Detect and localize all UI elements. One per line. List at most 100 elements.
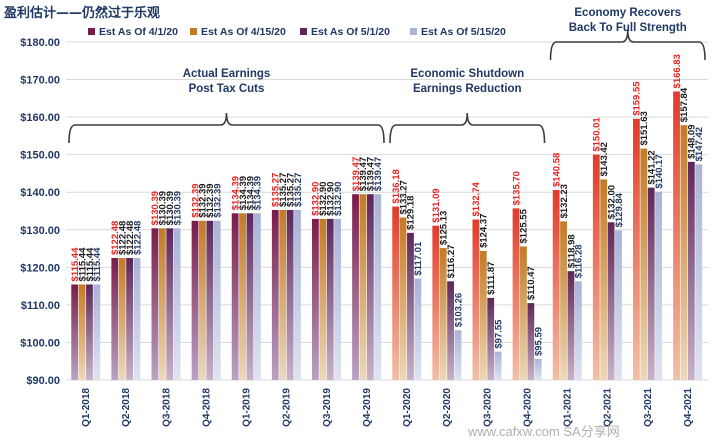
y-tick-label: $100.00 [20,337,60,349]
bar-Q3-2018-series-0 [151,228,159,380]
data-label: $134.39 [253,176,264,210]
bar-Q1-2019-series-2 [246,213,254,380]
data-label: $125.55 [519,208,530,243]
data-label: $134.39 [238,176,249,210]
legend-label: Est As Of 5/15/20 [421,26,506,38]
bar-Q4-2021-series-0 [673,91,680,380]
data-label: $115.44 [85,247,96,282]
annotation-label: Post Tax Cuts [189,83,265,95]
legend-swatch [88,28,95,35]
bar-Q4-2021-series-2 [687,161,695,380]
bar-Q2-2019-series-3 [294,209,301,380]
bar-Q3-2020-series-2 [487,297,495,380]
x-axis: Q1-2018 Q2-2018 Q3-2018 Q4-2018 Q1-2019 Q2-20… [81,388,694,427]
data-label: $140.17 [654,154,665,188]
x-tick-label: Q1-2018 [81,388,92,427]
x-tick-label: Q3-2019 [322,388,333,427]
bar-Q4-2019-series-3 [374,194,382,380]
bar-Q3-2021-series-2 [647,187,655,380]
data-label: $129.18 [406,196,417,230]
bar-Q2-2018-series-2 [126,258,133,380]
data-label: $110.47 [526,266,537,300]
bar-Q4-2018-series-0 [191,220,199,380]
bar-Q2-2018-series-1 [118,258,126,380]
bar-Q4-2020-series-1 [520,246,527,380]
data-label: $135.70 [511,171,522,205]
data-label: $115.44 [92,247,103,282]
y-tick-label: $110.00 [21,300,60,312]
bar-Q2-2021-series-1 [600,179,608,380]
data-label: $130.39 [172,191,183,225]
x-tick-label: Q3-2021 [643,388,654,427]
data-label: $136.18 [391,169,402,203]
legend-label: Est As Of 5/1/20 [311,26,390,38]
data-label: $147.42 [694,127,705,161]
data-label: $133.27 [398,180,409,214]
bar-Q2-2020-series-3 [454,330,462,380]
bar-Q2-2019-series-0 [271,209,279,380]
data-label: $130.39 [158,191,169,225]
data-label: $122.48 [110,221,121,255]
data-label: $122.48 [117,221,128,255]
data-label: $132.39 [198,183,209,217]
data-label: $135.27 [278,173,289,207]
data-label: $111.87 [486,262,497,295]
data-label: $132.39 [205,183,216,217]
data-label: $118.98 [566,234,577,268]
data-label: $132.90 [326,182,337,216]
data-label: $132.39 [213,183,224,217]
x-tick-label: Q1-2021 [563,388,574,427]
bar-Q1-2020-series-3 [414,278,422,380]
bar-Q2-2021-series-0 [592,154,600,380]
bar-Q4-2019-series-0 [352,194,359,380]
bar-Q1-2021-series-1 [560,221,567,380]
bar-Q4-2018-series-2 [206,220,214,380]
data-label: $141.22 [647,150,658,184]
y-tick-label: $160.00 [20,112,60,124]
data-label: $115.44 [77,247,88,282]
annotation-label: Economic Shutdown [410,68,524,80]
bar-Q2-2019-series-1 [279,209,287,380]
x-tick-label: Q1-2020 [402,388,413,427]
bar-Q2-2020-series-0 [432,225,440,380]
data-label: $131.09 [431,188,442,222]
y-tick-label: $180.00 [20,37,60,49]
legend-label: Est As Of 4/15/20 [201,26,286,38]
y-tick-label: $140.00 [20,187,60,199]
data-label: $116.28 [574,244,585,278]
bar-Q3-2021-series-3 [655,191,663,380]
bar-Q1-2021-series-3 [574,281,582,380]
data-label: $130.39 [150,191,161,225]
y-tick-label: $90.00 [26,375,60,387]
annotation-brace [68,112,385,144]
data-labels: $115.44$115.44$115.44$115.44$122.48$122.… [70,54,705,356]
y-tick-label: $150.00 [20,150,60,162]
data-label: $132.90 [311,182,322,216]
data-label: $150.01 [592,117,603,152]
data-label: $151.63 [639,111,650,145]
data-label: $132.90 [318,182,329,216]
annotation-label: Back To Full Strength [569,22,687,34]
x-tick-label: Q4-2019 [362,388,373,427]
annotation-brace [389,112,546,144]
bar-Q3-2021-series-0 [633,118,640,380]
bar-Q1-2021-series-2 [567,271,575,380]
annotation-label: Actual Earnings [183,68,271,80]
data-label: $159.55 [632,81,643,116]
bar-Q4-2021-series-1 [680,125,688,380]
data-label: $166.83 [672,54,683,88]
bar-Q1-2020-series-0 [392,206,400,380]
bar-Q1-2020-series-2 [407,232,414,380]
data-label: $134.39 [245,176,256,210]
bar-Q1-2019-series-3 [253,213,261,380]
data-label: $97.55 [493,319,504,349]
data-label: $122.48 [125,221,136,255]
bar-Q2-2020-series-1 [439,248,447,380]
x-tick-label: Q2-2019 [282,388,293,427]
data-label: $139.47 [351,157,362,191]
bar-Q3-2020-series-1 [479,250,487,380]
x-tick-label: Q4-2021 [683,388,694,427]
bar-Q3-2020-series-0 [472,219,480,380]
bar-Q3-2019-series-3 [334,218,342,380]
